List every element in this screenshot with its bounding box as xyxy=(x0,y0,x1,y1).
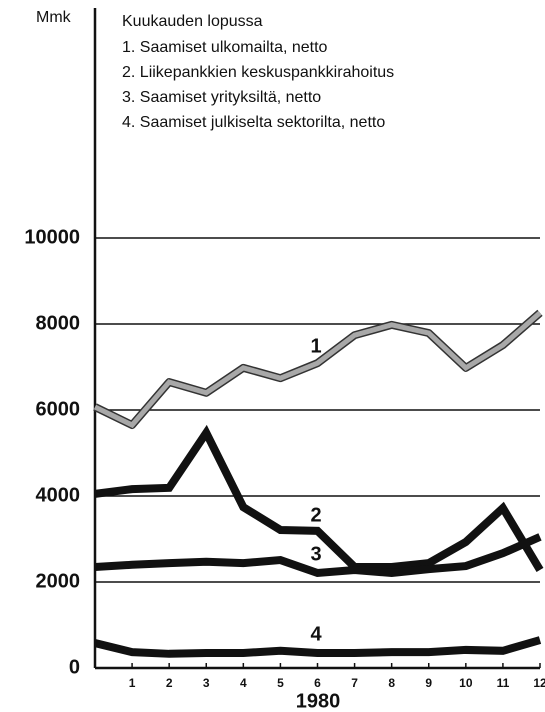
series-outline xyxy=(93,309,543,430)
line-label: 2 xyxy=(310,504,321,526)
series-line xyxy=(93,310,542,429)
x-tick-label: 4 xyxy=(240,676,247,690)
x-tick-label: 5 xyxy=(277,676,284,690)
y-tick-label: 2000 xyxy=(36,570,81,592)
x-tick-label: 1 xyxy=(129,676,136,690)
x-tick-label: 8 xyxy=(388,676,395,690)
x-tick-label: 2 xyxy=(166,676,173,690)
legend-entry: 3. Saamiset yrityksiltä, netto xyxy=(122,89,321,106)
x-axis-label: 1980 xyxy=(296,690,341,712)
x-tick-label: 9 xyxy=(425,676,432,690)
legend-title: Kuukauden lopussa xyxy=(122,13,263,30)
legend-entry: 2. Liikepankkien keskuspankkirahoitus xyxy=(122,64,394,81)
series-line xyxy=(94,424,544,573)
legend-entry: 1. Saamiset ulkomailta, netto xyxy=(122,39,328,56)
y-tick-label: 4000 xyxy=(36,484,81,506)
y-tick-label: 0 xyxy=(69,656,80,678)
x-tick-label: 3 xyxy=(203,676,210,690)
line-label: 1 xyxy=(310,335,321,357)
x-tick-label: 12 xyxy=(533,676,545,690)
y-axis-label: Mmk xyxy=(36,9,72,26)
legend-entry: 4. Saamiset julkiselta sektorilta, netto xyxy=(122,114,385,131)
x-tick-label: 6 xyxy=(314,676,321,690)
y-tick-label: 6000 xyxy=(36,398,81,420)
x-tick-label: 7 xyxy=(351,676,358,690)
y-tick-label: 10000 xyxy=(24,226,80,248)
x-tick-label: 10 xyxy=(459,676,473,690)
series-line xyxy=(94,533,542,578)
line-label: 3 xyxy=(310,543,321,565)
y-tick-label: 8000 xyxy=(36,312,81,334)
line-label: 4 xyxy=(310,623,322,645)
x-tick-label: 11 xyxy=(497,676,510,690)
series-line xyxy=(94,636,542,658)
